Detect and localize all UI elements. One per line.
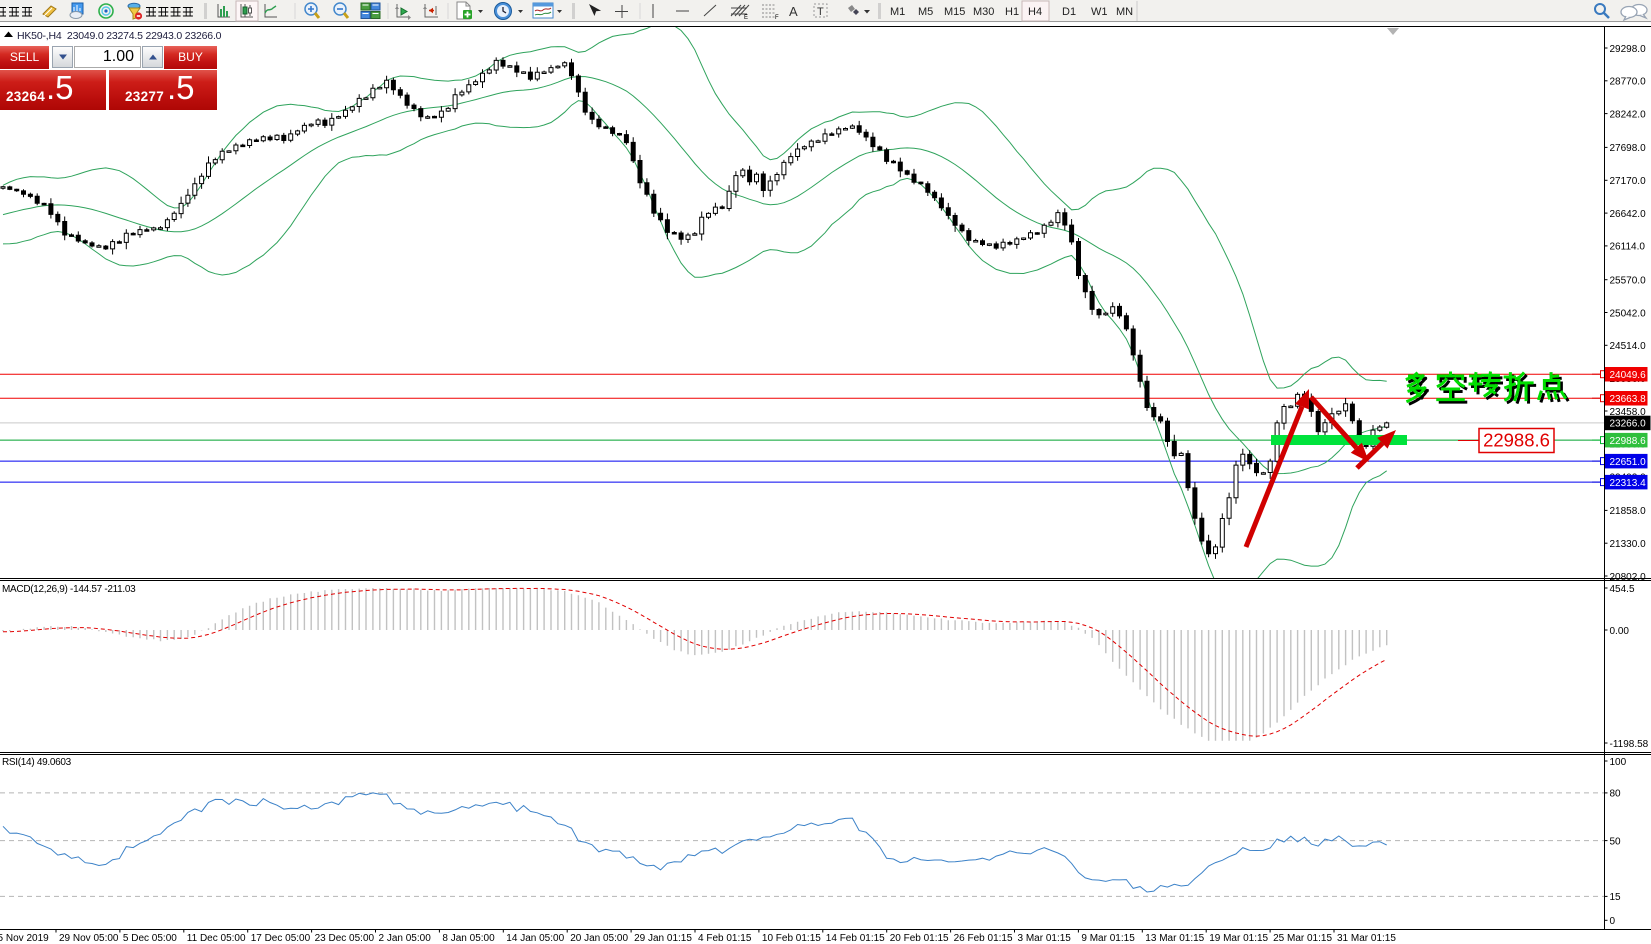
- svg-text:W1: W1: [1091, 6, 1108, 18]
- svg-text:22313.4: 22313.4: [1610, 478, 1647, 489]
- svg-text:24514.0: 24514.0: [1610, 341, 1647, 352]
- svg-text:26114.0: 26114.0: [1610, 242, 1646, 253]
- svg-text:F: F: [775, 15, 779, 21]
- svg-text:454.5: 454.5: [1610, 584, 1635, 595]
- svg-text:0.00: 0.00: [1610, 626, 1630, 637]
- svg-text:27170.0: 27170.0: [1610, 176, 1647, 187]
- svg-text:13 Mar 01:15: 13 Mar 01:15: [1145, 933, 1204, 944]
- svg-text:24049.6: 24049.6: [1610, 370, 1647, 381]
- svg-text:9 Mar 01:15: 9 Mar 01:15: [1081, 933, 1135, 944]
- svg-text:26642.0: 26642.0: [1610, 209, 1647, 220]
- svg-text:50: 50: [1610, 836, 1622, 847]
- svg-text:RSI(14) 49.0603: RSI(14) 49.0603: [2, 757, 72, 768]
- svg-text:5 Dec 05:00: 5 Dec 05:00: [123, 933, 177, 944]
- svg-text:15: 15: [1610, 892, 1622, 903]
- svg-text:A: A: [789, 4, 798, 19]
- svg-text:MN: MN: [1116, 6, 1133, 18]
- svg-text:0: 0: [1610, 916, 1616, 927]
- svg-text:25 Nov 2019: 25 Nov 2019: [0, 933, 49, 944]
- svg-text:H1: H1: [1005, 6, 1019, 18]
- svg-text:26 Feb 01:15: 26 Feb 01:15: [954, 933, 1013, 944]
- svg-text:17 Dec 05:00: 17 Dec 05:00: [251, 933, 311, 944]
- svg-text:20 Jan 05:00: 20 Jan 05:00: [570, 933, 628, 944]
- svg-text:25 Mar 01:15: 25 Mar 01:15: [1273, 933, 1332, 944]
- svg-text:M5: M5: [918, 6, 933, 18]
- svg-text:28770.0: 28770.0: [1610, 77, 1647, 88]
- svg-text:23663.8: 23663.8: [1610, 394, 1647, 405]
- svg-text:22988.6: 22988.6: [1483, 430, 1550, 451]
- svg-text:E: E: [744, 15, 748, 21]
- svg-text:H4: H4: [1028, 6, 1042, 18]
- svg-text:D1: D1: [1062, 6, 1076, 18]
- svg-text:100: 100: [1610, 757, 1627, 768]
- svg-text:22651.0: 22651.0: [1610, 457, 1647, 468]
- svg-text:23 Dec 05:00: 23 Dec 05:00: [315, 933, 375, 944]
- svg-text:25570.0: 25570.0: [1610, 276, 1647, 287]
- svg-text:31 Mar 01:15: 31 Mar 01:15: [1337, 933, 1396, 944]
- svg-text:20802.0: 20802.0: [1610, 572, 1647, 583]
- svg-text:29298.0: 29298.0: [1610, 44, 1647, 55]
- svg-text:-1198.58: -1198.58: [1610, 739, 1649, 750]
- svg-text:21858.0: 21858.0: [1610, 506, 1647, 517]
- svg-text:29 Nov 05:00: 29 Nov 05:00: [59, 933, 119, 944]
- svg-text:29 Jan 01:15: 29 Jan 01:15: [634, 933, 692, 944]
- svg-text:14 Feb 01:15: 14 Feb 01:15: [826, 933, 885, 944]
- svg-text:M15: M15: [944, 6, 965, 18]
- svg-text:10 Feb 01:15: 10 Feb 01:15: [762, 933, 821, 944]
- svg-text:8 Jan 05:00: 8 Jan 05:00: [442, 933, 495, 944]
- svg-text:2 Jan 05:00: 2 Jan 05:00: [379, 933, 432, 944]
- svg-text:20 Feb 01:15: 20 Feb 01:15: [890, 933, 949, 944]
- svg-text:HK50-,H4 23049.0 23274.5 2294: HK50-,H4 23049.0 23274.5 22943.0 23266.0: [17, 30, 222, 42]
- svg-text:22988.6: 22988.6: [1610, 436, 1647, 447]
- svg-text:T: T: [817, 6, 824, 18]
- svg-text:21330.0: 21330.0: [1610, 539, 1647, 550]
- svg-text:14 Jan 05:00: 14 Jan 05:00: [506, 933, 564, 944]
- svg-text:25042.0: 25042.0: [1610, 308, 1647, 319]
- svg-text:M1: M1: [890, 6, 905, 18]
- svg-text:11 Dec 05:00: 11 Dec 05:00: [187, 933, 246, 944]
- svg-text:MACD(12,26,9) -144.57 -211.03: MACD(12,26,9) -144.57 -211.03: [2, 584, 136, 595]
- svg-text:80: 80: [1610, 789, 1622, 800]
- svg-text:23266.0: 23266.0: [1610, 419, 1647, 430]
- svg-text:23458.0: 23458.0: [1610, 407, 1647, 418]
- svg-text:28242.0: 28242.0: [1610, 109, 1647, 120]
- svg-text:M30: M30: [973, 6, 994, 18]
- svg-text:4 Feb 01:15: 4 Feb 01:15: [698, 933, 752, 944]
- svg-text:19 Mar 01:15: 19 Mar 01:15: [1209, 933, 1268, 944]
- svg-text:27698.0: 27698.0: [1610, 143, 1647, 154]
- svg-text:3 Mar 01:15: 3 Mar 01:15: [1018, 933, 1072, 944]
